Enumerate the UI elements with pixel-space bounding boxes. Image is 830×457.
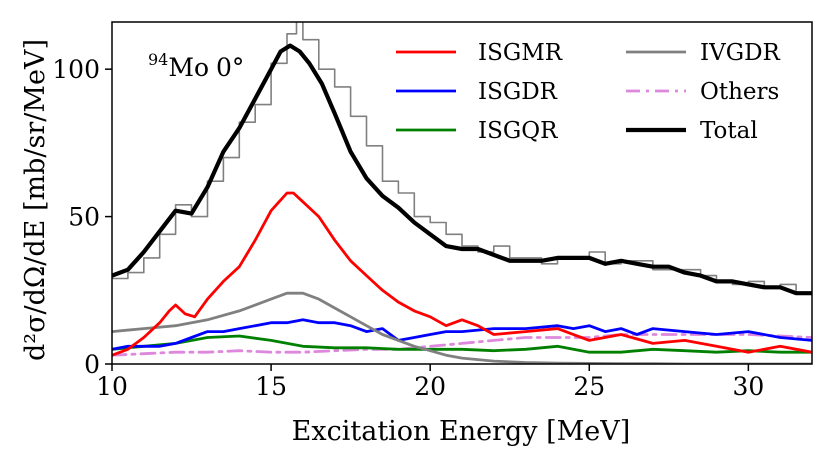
- series-isgqr-line: [112, 334, 812, 354]
- x-tick-label: 15: [255, 372, 287, 401]
- axes-layer: 10 15 20 25 30 0 50 100: [52, 21, 813, 401]
- legend-label-isgdr: ISGDR: [478, 79, 558, 105]
- x-axis-label: Excitation Energy [MeV]: [292, 416, 631, 447]
- x-tick-label: 30: [732, 372, 764, 401]
- annotation-symbol: Mo: [168, 53, 209, 82]
- series-layer: [112, 22, 812, 364]
- x-tick-label: 25: [573, 372, 605, 401]
- annotation-angle: 0°: [216, 53, 244, 82]
- legend-label-isgmr: ISGMR: [478, 40, 563, 66]
- series-data-line: [112, 22, 812, 294]
- series-total-line: [112, 43, 812, 296]
- y-tick-label: 50: [68, 203, 100, 232]
- nucleus-annotation: 94Mo 0°: [148, 50, 244, 82]
- series-ivgdr-line: [112, 291, 812, 364]
- series-isgmr-line: [112, 191, 812, 357]
- annotation-mass: 94: [148, 50, 168, 69]
- x-tick-label: 20: [414, 372, 446, 401]
- legend: ISGMR ISGDR ISGQR IVGDR Others Total: [396, 40, 781, 144]
- series-others-line: [112, 333, 812, 357]
- y-axis-label: d²σ/dΩ/dE [mb/sr/MeV]: [20, 39, 51, 361]
- y-tick-label: 0: [84, 350, 100, 379]
- plot-frame: [111, 21, 813, 365]
- legend-label-total: Total: [700, 118, 758, 144]
- y-tick-label: 100: [52, 55, 100, 84]
- legend-label-ivgdr: IVGDR: [700, 40, 781, 66]
- legend-label-isgqr: ISGQR: [478, 118, 558, 144]
- x-tick-label: 10: [96, 372, 128, 401]
- legend-label-others: Others: [700, 79, 779, 105]
